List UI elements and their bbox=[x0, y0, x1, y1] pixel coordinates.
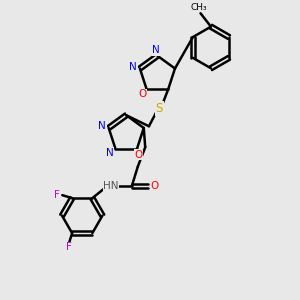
Text: S: S bbox=[156, 102, 163, 115]
Text: F: F bbox=[54, 190, 60, 200]
Text: N: N bbox=[152, 45, 160, 56]
Text: O: O bbox=[134, 149, 143, 160]
Text: CH₃: CH₃ bbox=[191, 3, 207, 12]
Text: O: O bbox=[150, 181, 158, 191]
Text: N: N bbox=[106, 148, 113, 158]
Text: N: N bbox=[130, 62, 137, 72]
Text: N: N bbox=[98, 122, 106, 131]
Text: HN: HN bbox=[103, 181, 119, 191]
Text: F: F bbox=[66, 242, 72, 252]
Text: O: O bbox=[138, 89, 146, 100]
